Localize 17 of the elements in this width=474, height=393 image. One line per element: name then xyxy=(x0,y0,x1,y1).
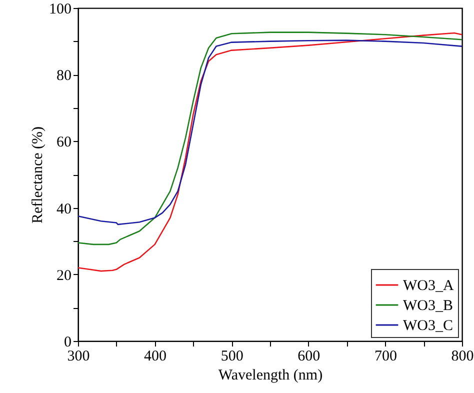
y-tick-label: 100 xyxy=(49,2,72,18)
y-tick-label: 20 xyxy=(56,268,72,284)
legend-label: WO3_C xyxy=(403,318,453,334)
y-tick-label: 0 xyxy=(64,334,72,350)
x-tick-label: 300 xyxy=(67,348,90,364)
x-tick-label: 600 xyxy=(298,348,320,364)
x-tick-label: 700 xyxy=(374,348,397,364)
y-tick-label: 80 xyxy=(56,68,72,84)
legend-label: WO3_A xyxy=(403,278,454,294)
legend-label: WO3_B xyxy=(403,298,453,314)
x-axis-title: Wavelength (nm) xyxy=(218,368,323,384)
x-tick-label: 800 xyxy=(451,348,474,364)
y-axis-title: Reflectance (%) xyxy=(30,126,46,224)
x-tick-label: 400 xyxy=(144,348,167,364)
x-tick-label: 500 xyxy=(220,348,244,364)
y-tick-label: 60 xyxy=(56,134,72,151)
y-tick-label: 40 xyxy=(56,201,72,218)
